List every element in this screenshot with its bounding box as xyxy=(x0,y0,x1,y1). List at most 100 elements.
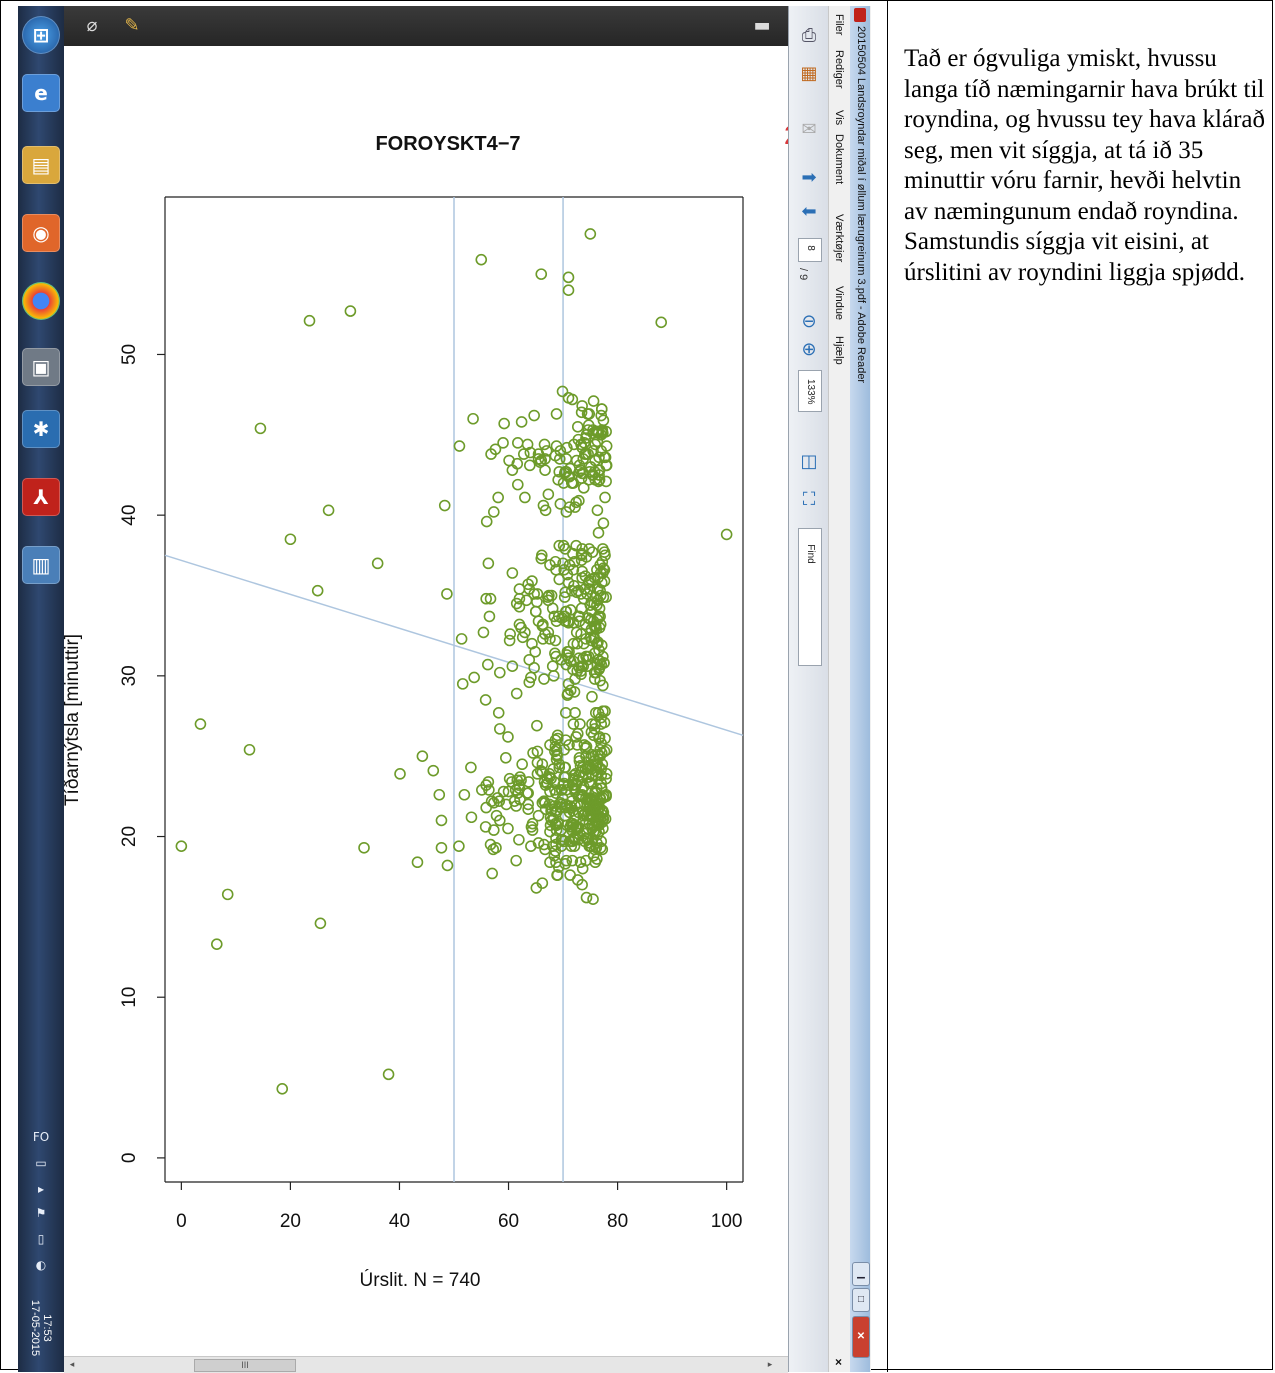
data-point xyxy=(511,437,524,449)
data-point xyxy=(655,316,668,329)
data-point xyxy=(552,817,564,830)
x-tick-label: 40 xyxy=(389,1211,410,1232)
page-number-field[interactable]: 8 xyxy=(798,238,822,262)
data-point xyxy=(502,822,514,835)
menu-rediger[interactable]: Rediger xyxy=(833,50,845,89)
comment-panel-icon[interactable]: ▬ xyxy=(753,15,771,36)
adobe-reader-icon[interactable]: ⅄ xyxy=(22,478,60,516)
data-point xyxy=(553,465,566,478)
page-total-label: / 9 xyxy=(797,268,809,281)
data-point xyxy=(511,478,524,491)
data-point xyxy=(494,666,506,679)
data-point xyxy=(458,788,471,801)
data-point xyxy=(558,761,571,774)
keyboard-icon[interactable]: ▭ xyxy=(35,1156,47,1170)
zoom-in-icon[interactable]: ⊕ xyxy=(801,339,817,360)
file-manager-icon[interactable]: ▤ xyxy=(22,146,60,184)
maximize-button[interactable]: □ xyxy=(852,1288,870,1312)
language-indicator[interactable]: FO xyxy=(32,1130,50,1144)
data-point xyxy=(560,506,573,518)
internet-explorer-icon[interactable]: e xyxy=(22,74,60,112)
data-point xyxy=(550,753,563,766)
data-point xyxy=(542,626,555,639)
app-icon[interactable]: ◉ xyxy=(22,214,60,252)
fullscreen-icon[interactable]: ⛶ xyxy=(802,489,816,510)
flag-icon[interactable]: ⚑ xyxy=(35,1206,47,1220)
comment-icon[interactable]: ✉ xyxy=(801,119,817,140)
document-app-icon[interactable]: ▥ xyxy=(22,546,60,584)
data-point xyxy=(578,827,591,840)
data-point xyxy=(552,610,565,623)
data-point xyxy=(544,633,556,645)
data-point xyxy=(482,557,495,570)
data-point xyxy=(591,658,604,671)
scroll-right-icon[interactable]: ▸ xyxy=(767,1359,773,1369)
data-point xyxy=(519,491,531,504)
print-icon[interactable]: ⎙ xyxy=(801,25,817,46)
menu-dokument[interactable]: Dokument xyxy=(833,134,845,185)
menu-vis[interactable]: Vis xyxy=(833,110,845,126)
menu-vindue[interactable]: Vindue xyxy=(833,286,845,321)
data-point xyxy=(581,408,594,420)
chrome-icon[interactable] xyxy=(22,282,60,320)
attachment-paperclip-icon[interactable]: ⌀ xyxy=(86,15,98,36)
data-point xyxy=(529,605,542,618)
zoom-out-icon[interactable]: ⊖ xyxy=(801,311,817,332)
data-point xyxy=(523,583,536,595)
close-button[interactable]: ✕ xyxy=(852,1316,870,1358)
sign-icon[interactable]: ✎ xyxy=(124,15,140,36)
network-icon[interactable]: ✱ xyxy=(22,410,60,448)
system-tray: FO ▭ ▸ ⚑ ▯ ◐ xyxy=(18,1126,64,1366)
data-point xyxy=(573,610,586,623)
horizontal-scrollbar[interactable]: ◂ III ▸ xyxy=(64,1356,788,1373)
data-point xyxy=(580,891,593,904)
data-point xyxy=(539,504,552,517)
data-point xyxy=(556,385,569,398)
scatter-chart: FOROYSKT4−7 Úrslit. N = 740 Tíðarnýtsla … xyxy=(64,120,788,1291)
scroll-left-icon[interactable]: ◂ xyxy=(69,1359,75,1369)
data-point xyxy=(314,917,327,930)
volume-icon[interactable]: ◐ xyxy=(35,1258,47,1272)
close-document-icon[interactable]: × xyxy=(835,1355,843,1369)
data-point xyxy=(562,392,575,404)
data-point xyxy=(557,557,569,570)
data-point xyxy=(574,718,586,730)
data-point xyxy=(476,784,488,796)
data-point xyxy=(575,438,587,451)
menu-filer[interactable]: Filer xyxy=(833,14,845,36)
data-point xyxy=(532,837,545,849)
next-page-icon[interactable]: ➡ xyxy=(801,167,817,188)
data-point xyxy=(595,639,608,652)
table-cell-divider xyxy=(887,0,888,1372)
find-field[interactable]: Find xyxy=(798,528,822,666)
menu-vaerktojer[interactable]: Værktøjer xyxy=(833,214,845,263)
data-point xyxy=(564,655,577,668)
media-icon[interactable]: ▣ xyxy=(22,348,60,386)
data-point xyxy=(575,472,588,484)
menu-hjaelp[interactable]: Hjælp xyxy=(833,336,845,365)
data-point xyxy=(441,859,454,872)
zoom-level-field[interactable]: 133% xyxy=(798,370,822,412)
data-point xyxy=(576,878,588,891)
data-point xyxy=(544,819,557,832)
data-point xyxy=(371,557,384,570)
data-point xyxy=(538,838,550,851)
minimize-button[interactable]: ▁ xyxy=(852,1262,870,1286)
taskbar-clock[interactable]: 17:53 17-05-2015 xyxy=(22,1286,60,1370)
data-point xyxy=(577,814,590,827)
start-orb-icon[interactable]: ⊞ xyxy=(22,16,60,54)
show-hidden-icons-icon[interactable]: ▸ xyxy=(37,1182,45,1196)
data-point xyxy=(517,448,530,460)
data-point xyxy=(583,837,596,849)
data-point xyxy=(595,409,608,422)
data-point xyxy=(589,474,602,486)
scroll-thumb[interactable]: III xyxy=(194,1359,296,1372)
data-point xyxy=(586,690,598,703)
previous-page-icon[interactable]: ⬅ xyxy=(801,201,817,222)
data-point xyxy=(595,718,608,730)
data-point xyxy=(565,477,578,489)
data-point xyxy=(592,583,604,595)
fit-page-icon[interactable]: ◫ xyxy=(800,451,818,472)
network-tray-icon[interactable]: ▯ xyxy=(37,1232,45,1246)
create-pdf-icon[interactable]: ▦ xyxy=(800,63,818,84)
